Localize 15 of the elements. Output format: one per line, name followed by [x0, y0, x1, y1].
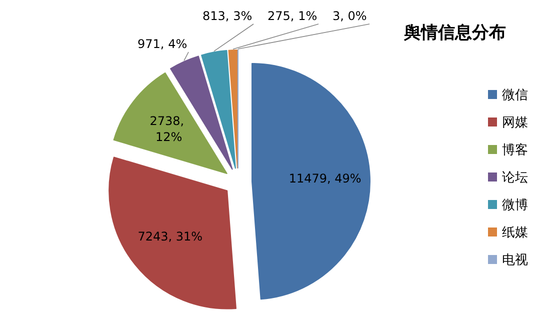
data-label: 11479, 49%	[288, 172, 362, 186]
data-label: 2738, 12%	[150, 114, 188, 144]
legend-label: 电视	[502, 253, 528, 268]
legend-label: 微博	[502, 198, 528, 213]
data-label: 3, 0%	[332, 9, 367, 23]
data-label: 971, 4%	[138, 37, 188, 51]
data-label: 275, 1%	[268, 9, 318, 23]
legend-label: 网媒	[502, 116, 528, 130]
legend-label: 论坛	[502, 170, 528, 186]
legend-label: 纸媒	[502, 226, 528, 240]
legend-label: 博客	[502, 142, 528, 158]
data-label: 813, 3%	[202, 9, 252, 23]
data-label: 7243, 31%	[138, 230, 203, 244]
text: 舆情信息分布	[403, 23, 506, 43]
legend-label: 微信	[502, 88, 528, 103]
